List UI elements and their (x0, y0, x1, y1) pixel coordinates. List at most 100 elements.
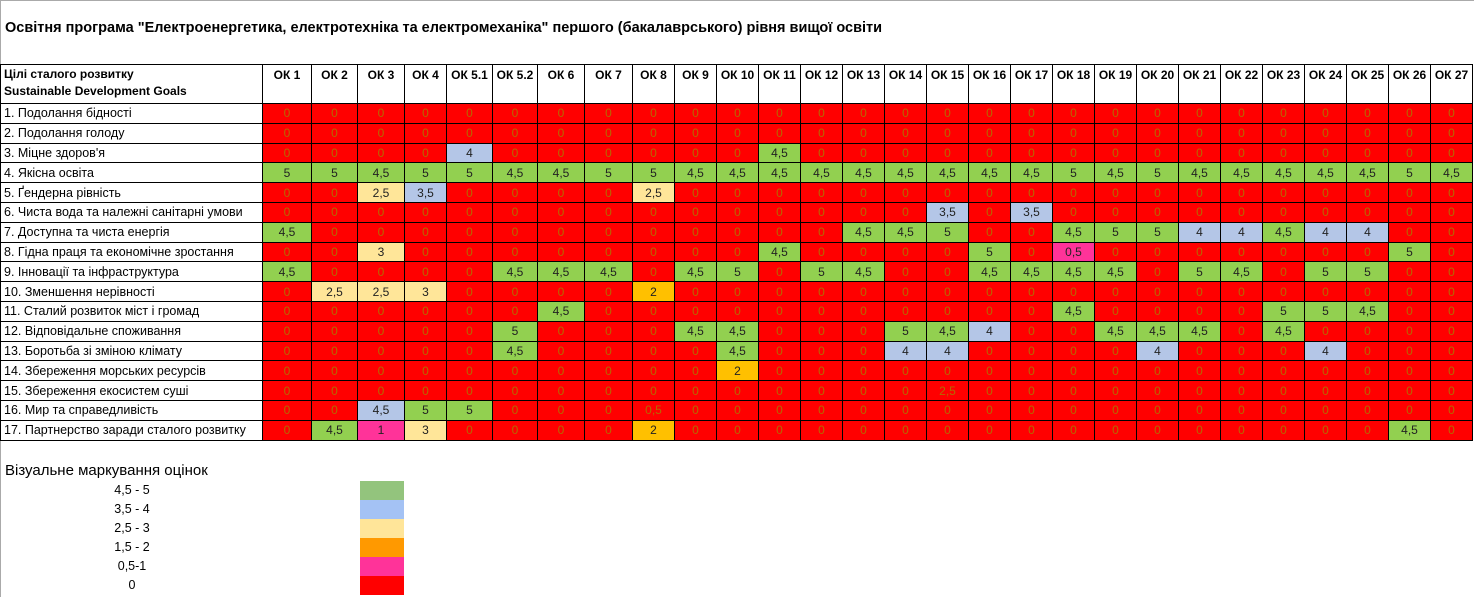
score-cell[interactable]: 5 (1136, 221, 1179, 243)
score-cell[interactable]: 4,5 (884, 162, 927, 184)
score-cell[interactable]: 0 (674, 182, 717, 203)
score-cell[interactable]: 0 (674, 142, 717, 164)
score-cell[interactable]: 0 (800, 182, 843, 203)
score-cell[interactable]: 0 (632, 122, 675, 144)
score-cell[interactable]: 4,5 (1262, 320, 1305, 342)
score-cell[interactable]: 0 (1136, 300, 1179, 322)
score-cell[interactable]: 5 (492, 320, 538, 342)
score-cell[interactable]: 0 (1010, 281, 1053, 302)
score-cell[interactable]: 0 (800, 281, 843, 302)
score-cell[interactable]: 0 (584, 241, 633, 263)
score-cell[interactable]: 0 (1304, 182, 1347, 203)
score-cell[interactable]: 0 (1094, 142, 1137, 164)
goal-label[interactable]: 17. Партнерство заради сталого розвитку (0, 419, 263, 441)
score-cell[interactable]: 0 (537, 360, 585, 382)
score-cell[interactable]: 4,5 (758, 162, 801, 184)
column-header[interactable]: ОК 22 (1220, 64, 1263, 104)
score-cell[interactable]: 0 (492, 122, 538, 144)
column-header[interactable]: ОК 25 (1346, 64, 1389, 104)
score-cell[interactable]: 0 (1388, 281, 1431, 302)
score-cell[interactable]: 4,5 (926, 320, 969, 342)
score-cell[interactable]: 0 (1178, 340, 1221, 362)
score-cell[interactable]: 0 (1094, 122, 1137, 144)
score-cell[interactable]: 0 (968, 399, 1011, 421)
score-cell[interactable]: 4 (1178, 221, 1221, 243)
score-cell[interactable]: 0 (1220, 399, 1263, 421)
score-cell[interactable]: 0 (311, 380, 358, 401)
score-cell[interactable]: 0 (1052, 399, 1095, 421)
score-cell[interactable]: 0 (492, 300, 538, 322)
score-cell[interactable]: 3,5 (926, 201, 969, 223)
score-cell[interactable]: 0 (1094, 182, 1137, 203)
score-cell[interactable]: 0 (800, 241, 843, 263)
score-cell[interactable]: 0 (884, 399, 927, 421)
score-cell[interactable]: 0 (884, 122, 927, 144)
score-cell[interactable]: 4,5 (968, 162, 1011, 184)
score-cell[interactable]: 0 (1262, 281, 1305, 302)
score-cell[interactable]: 0 (537, 241, 585, 263)
score-cell[interactable]: 0 (1220, 380, 1263, 401)
score-cell[interactable]: 0 (1304, 241, 1347, 263)
score-cell[interactable]: 0 (1388, 300, 1431, 322)
column-header[interactable]: ОК 21 (1178, 64, 1221, 104)
score-cell[interactable]: 0 (1052, 201, 1095, 223)
score-cell[interactable]: 0 (584, 360, 633, 382)
score-cell[interactable]: 5 (1178, 261, 1221, 283)
score-cell[interactable]: 0 (632, 261, 675, 283)
score-cell[interactable]: 4,5 (1220, 261, 1263, 283)
score-cell[interactable]: 0 (1220, 142, 1263, 164)
score-cell[interactable]: 0 (884, 281, 927, 302)
score-cell[interactable]: 0 (311, 399, 358, 421)
score-cell[interactable]: 0 (926, 399, 969, 421)
score-cell[interactable]: 0 (357, 300, 405, 322)
score-cell[interactable]: 4,5 (492, 261, 538, 283)
score-cell[interactable]: 0 (262, 182, 312, 203)
column-header[interactable]: ОК 19 (1094, 64, 1137, 104)
column-header[interactable]: ОК 8 (632, 64, 675, 104)
score-cell[interactable]: 0 (1388, 221, 1431, 243)
score-cell[interactable]: 0 (926, 103, 969, 124)
score-cell[interactable]: 0 (1430, 221, 1473, 243)
score-cell[interactable]: 0 (842, 419, 885, 441)
score-cell[interactable]: 0 (884, 300, 927, 322)
score-cell[interactable]: 0 (1136, 360, 1179, 382)
score-cell[interactable]: 4,5 (1010, 162, 1053, 184)
score-cell[interactable]: 0 (1262, 380, 1305, 401)
score-cell[interactable]: 0 (674, 340, 717, 362)
score-cell[interactable]: 0 (1304, 201, 1347, 223)
score-cell[interactable]: 0,5 (632, 399, 675, 421)
score-cell[interactable]: 0 (1094, 340, 1137, 362)
score-cell[interactable]: 0 (357, 360, 405, 382)
score-cell[interactable]: 0 (674, 221, 717, 243)
score-cell[interactable]: 4 (1136, 340, 1179, 362)
score-cell[interactable]: 0 (1094, 380, 1137, 401)
score-cell[interactable]: 0 (584, 142, 633, 164)
score-cell[interactable]: 0 (1430, 340, 1473, 362)
score-cell[interactable]: 0 (1094, 419, 1137, 441)
score-cell[interactable]: 0 (1178, 380, 1221, 401)
goal-label[interactable]: 16. Мир та справедливість (0, 399, 263, 421)
score-cell[interactable]: 4,5 (262, 221, 312, 243)
score-cell[interactable]: 0 (584, 399, 633, 421)
score-cell[interactable]: 0 (716, 182, 759, 203)
score-cell[interactable]: 0 (1430, 122, 1473, 144)
column-header[interactable]: ОК 16 (968, 64, 1011, 104)
score-cell[interactable]: 5 (404, 399, 447, 421)
score-cell[interactable]: 0 (1052, 142, 1095, 164)
score-cell[interactable]: 0 (404, 300, 447, 322)
score-cell[interactable]: 5 (716, 261, 759, 283)
column-header[interactable]: ОК 7 (584, 64, 633, 104)
score-cell[interactable]: 0 (1220, 419, 1263, 441)
score-cell[interactable]: 0 (537, 122, 585, 144)
score-cell[interactable]: 0 (632, 380, 675, 401)
score-cell[interactable]: 0 (584, 103, 633, 124)
score-cell[interactable]: 0 (1430, 201, 1473, 223)
score-cell[interactable]: 0 (492, 360, 538, 382)
score-cell[interactable]: 0 (537, 103, 585, 124)
score-cell[interactable]: 0 (1010, 241, 1053, 263)
score-cell[interactable]: 0 (926, 142, 969, 164)
score-cell[interactable]: 0 (357, 261, 405, 283)
score-cell[interactable]: 0 (758, 320, 801, 342)
score-cell[interactable]: 0 (926, 241, 969, 263)
score-cell[interactable]: 0 (584, 380, 633, 401)
